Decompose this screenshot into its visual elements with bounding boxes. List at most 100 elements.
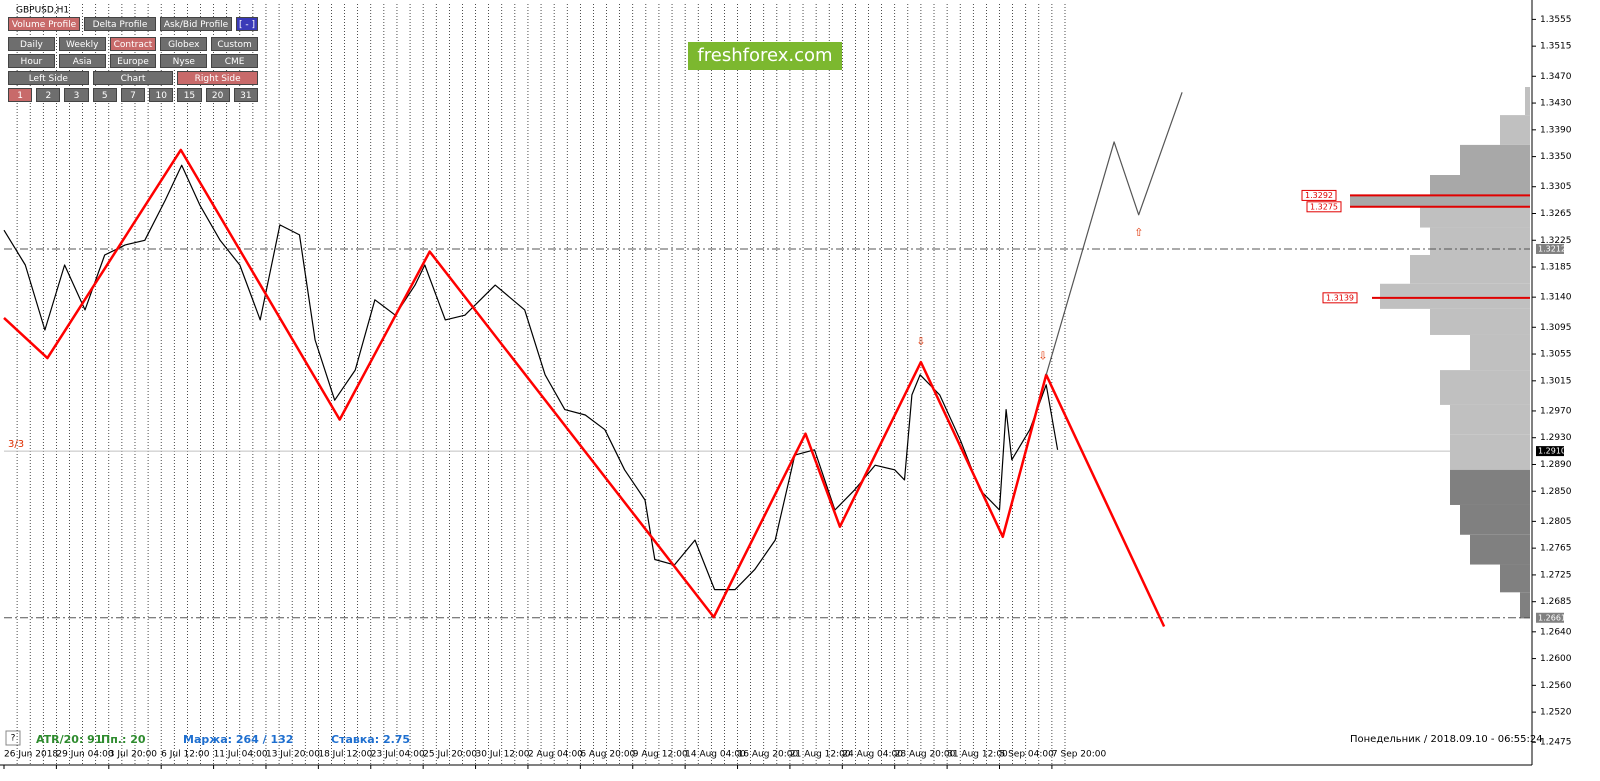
toggle-button[interactable]: Daily bbox=[8, 37, 55, 51]
button-panel: Volume Profile Delta Profile Ask/Bid Profi… bbox=[8, 17, 259, 105]
y-tick-label: 1.2600 bbox=[1540, 654, 1572, 664]
toggle-button[interactable]: Globex bbox=[160, 37, 208, 51]
y-tick-label: 1.3015 bbox=[1540, 376, 1572, 386]
profile-bar bbox=[1420, 207, 1530, 228]
profile-bar bbox=[1450, 434, 1530, 470]
toggle-button[interactable]: Delta Profile bbox=[84, 17, 156, 31]
toggle-button[interactable]: Contract bbox=[109, 37, 157, 51]
y-tick-label: 1.3185 bbox=[1540, 263, 1572, 273]
x-tick-label: 18 Jul 12:00 bbox=[318, 750, 372, 760]
button-row: Volume Profile Delta Profile Ask/Bid Profi… bbox=[8, 17, 258, 31]
y-tick-label: 1.2640 bbox=[1540, 627, 1572, 637]
help-label[interactable]: ? bbox=[11, 734, 16, 744]
x-tick-label: 2 Aug 04:00 bbox=[528, 750, 583, 760]
toggle-button[interactable]: 15 bbox=[177, 88, 202, 102]
toggle-button[interactable]: Right Side bbox=[177, 71, 259, 85]
x-tick-label: 23 Jul 04:00 bbox=[371, 750, 425, 760]
toggle-button[interactable]: Left Side bbox=[8, 71, 89, 85]
x-tick-label: 6 Jul 12:00 bbox=[161, 750, 210, 760]
toggle-button[interactable]: Custom bbox=[211, 37, 258, 51]
toggle-button[interactable]: 20 bbox=[205, 88, 230, 102]
x-tick-label: 25 Jul 20:00 bbox=[423, 750, 477, 760]
toggle-button[interactable]: 5 bbox=[92, 88, 117, 102]
toggle-button[interactable]: 3 bbox=[64, 88, 89, 102]
profile-bar bbox=[1450, 404, 1530, 435]
profile-bar bbox=[1450, 469, 1530, 505]
toggle-button[interactable]: 31 bbox=[233, 88, 258, 102]
toggle-button[interactable]: Weekly bbox=[58, 37, 106, 51]
x-tick-label: 31 Aug 12:00 bbox=[947, 750, 1008, 760]
x-tick-label: 5 Sep 04:00 bbox=[1000, 750, 1055, 760]
x-tick-label: 24 Aug 04:00 bbox=[842, 750, 903, 760]
y-tick-label: 1.2930 bbox=[1540, 433, 1572, 443]
profile-bar bbox=[1460, 504, 1530, 535]
toggle-button[interactable]: Asia bbox=[58, 54, 106, 68]
toggle-button[interactable]: 1 bbox=[8, 88, 33, 102]
profile-bar bbox=[1410, 254, 1530, 284]
x-tick-label: 30 Jul 12:00 bbox=[476, 750, 530, 760]
profile-bar bbox=[1430, 308, 1530, 335]
toggle-button[interactable]: Ask/Bid Profile bbox=[160, 17, 232, 31]
toggle-button[interactable]: Chart bbox=[92, 71, 174, 85]
toggle-button[interactable]: Europe bbox=[109, 54, 157, 68]
y-tick-label: 1.3140 bbox=[1540, 293, 1572, 303]
price-box bbox=[1536, 243, 1564, 254]
toggle-button[interactable]: Nyse bbox=[160, 54, 208, 68]
profile-bar bbox=[1430, 175, 1530, 196]
signal-arrow: ⇧ bbox=[1134, 226, 1143, 239]
x-tick-label: 14 Aug 04:00 bbox=[685, 750, 746, 760]
toggle-button[interactable]: Hour bbox=[8, 54, 55, 68]
x-tick-label: 16 Aug 20:00 bbox=[738, 750, 799, 760]
toggle-button[interactable]: 2 bbox=[36, 88, 61, 102]
profile-bar bbox=[1470, 534, 1530, 565]
margin-info: Маржа: 264 / 132 bbox=[183, 733, 294, 746]
y-tick-label: 1.3515 bbox=[1540, 42, 1572, 52]
rate-info: Ставка: 2.75 bbox=[331, 733, 411, 746]
x-tick-label: 21 Aug 12:00 bbox=[790, 750, 851, 760]
button-row: Left Side Chart Right Side bbox=[8, 71, 259, 85]
button-row: 1 2 3 5 7 10 15 20 31 bbox=[8, 88, 258, 102]
profile-bar bbox=[1430, 227, 1530, 255]
y-tick-label: 1.3095 bbox=[1540, 323, 1572, 333]
profile-bar bbox=[1440, 370, 1530, 405]
y-tick-label: 1.2970 bbox=[1540, 406, 1572, 416]
y-tick-label: 1.2520 bbox=[1540, 708, 1572, 718]
price-box bbox=[1536, 612, 1564, 623]
profile-bar bbox=[1460, 144, 1530, 176]
x-tick-label: 29 Jun 04:00 bbox=[56, 750, 113, 760]
y-tick-label: 1.3265 bbox=[1540, 209, 1572, 219]
x-tick-label: 26 Jun 2018 bbox=[4, 750, 58, 760]
x-tick-label: 9 Aug 12:00 bbox=[633, 750, 688, 760]
logo: freshforex.com bbox=[688, 42, 842, 70]
y-tick-label: 1.3305 bbox=[1540, 182, 1572, 192]
y-tick-label: 1.2725 bbox=[1540, 570, 1572, 580]
help-button[interactable] bbox=[5, 730, 21, 746]
price-line bbox=[3, 164, 1059, 591]
price-label: 1.2661 bbox=[1538, 613, 1566, 622]
y-tick-label: 1.2805 bbox=[1540, 517, 1572, 527]
toggle-button[interactable]: [ - ] bbox=[236, 17, 258, 31]
y-tick-label: 1.3225 bbox=[1540, 236, 1572, 246]
zigzag-line bbox=[3, 148, 1166, 628]
y-tick-label: 1.3555 bbox=[1540, 15, 1572, 25]
y-tick-label: 1.3055 bbox=[1540, 350, 1572, 360]
toggle-button[interactable]: CME bbox=[211, 54, 258, 68]
profile-bar bbox=[1380, 283, 1530, 309]
poc-label-box bbox=[1301, 189, 1337, 201]
price-label: 1.3212 bbox=[1538, 244, 1566, 253]
y-tick-label: 1.2850 bbox=[1540, 487, 1572, 497]
y-tick-label: 1.2560 bbox=[1540, 681, 1572, 691]
chart-title: GBPUSD,H1 bbox=[16, 6, 69, 16]
toggle-button[interactable]: Volume Profile bbox=[8, 17, 80, 31]
x-tick-label: 7 Sep 20:00 bbox=[1052, 750, 1107, 760]
y-tick-label: 1.2890 bbox=[1540, 460, 1572, 470]
poc-label-box bbox=[1322, 292, 1358, 304]
signal-arrow: ⇩ bbox=[916, 335, 925, 348]
toggle-button[interactable]: 7 bbox=[120, 88, 146, 102]
profile-bar bbox=[1500, 115, 1530, 145]
x-tick-label: 6 Aug 20:00 bbox=[580, 750, 635, 760]
projection-line bbox=[1045, 92, 1183, 375]
toggle-button[interactable]: 10 bbox=[149, 88, 174, 102]
